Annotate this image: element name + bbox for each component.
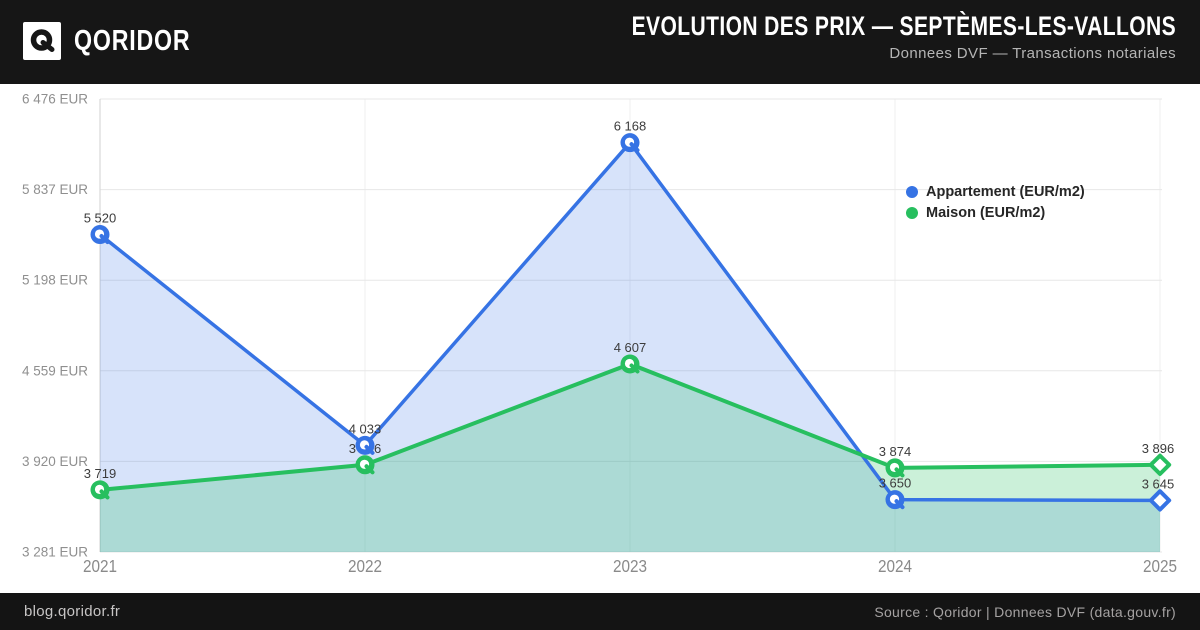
price-evolution-chart: 5 520 4 033 6 168 3 650 3 645 3 719 3 896 4 607… xyxy=(22,92,1177,577)
legend-label-maison: Maison (EUR/m2) xyxy=(926,204,1046,221)
x-axis-tick-label: 2021 xyxy=(83,556,117,576)
y-axis-tick-label: 3 281 EUR xyxy=(22,545,88,560)
data-point-marker xyxy=(90,480,110,500)
qoridor-logo-icon xyxy=(23,22,61,60)
data-point-marker xyxy=(1148,453,1172,476)
title-block: EVOLUTION DES PRIX — SEPTÈMES-LES-VALLON… xyxy=(478,11,1176,62)
data-point-label: 3 650 xyxy=(879,476,912,491)
data-point-label: 4 033 xyxy=(349,421,382,436)
data-point-marker xyxy=(620,133,640,153)
data-point-marker xyxy=(1148,489,1172,512)
y-axis-tick-label: 6 476 EUR xyxy=(22,92,88,107)
brand-name: QORIDOR xyxy=(74,24,191,57)
y-axis-tick-label: 5 837 EUR xyxy=(22,182,88,197)
data-point-label: 3 874 xyxy=(879,444,912,459)
data-point-label: 3 719 xyxy=(84,466,117,481)
footer: blog.qoridor.fr Source : Qoridor | Donne… xyxy=(0,593,1200,630)
y-axis-tick-label: 3 920 EUR xyxy=(22,454,88,469)
legend-label-appartement: Appartement (EUR/m2) xyxy=(926,183,1085,200)
page-subtitle: Donnees DVF — Transactions notariales xyxy=(889,45,1176,62)
q-glyph-icon xyxy=(30,29,55,52)
y-axis-tick-label: 4 559 EUR xyxy=(22,363,88,378)
data-point-label: 5 520 xyxy=(84,211,117,226)
chart-legend: Appartement (EUR/m2) Maison (EUR/m2) xyxy=(906,181,1085,223)
maison-dot-icon xyxy=(906,206,918,219)
x-axis-tick-label: 2022 xyxy=(348,556,382,576)
data-point-label: 6 168 xyxy=(614,119,647,134)
data-point-marker xyxy=(620,354,640,374)
data-point-marker xyxy=(885,458,905,478)
y-axis-tick-label: 5 198 EUR xyxy=(22,273,88,288)
legend-item-maison[interactable]: Maison (EUR/m2) xyxy=(906,202,1085,223)
x-axis-tick-label: 2024 xyxy=(878,556,912,576)
data-point-marker xyxy=(90,225,110,245)
x-axis-tick-label: 2025 xyxy=(1143,556,1177,576)
footer-source-text: Source : Qoridor | Donnees DVF (data.gou… xyxy=(874,603,1176,620)
header: QORIDOR EVOLUTION DES PRIX — SEPTÈMES-LE… xyxy=(0,0,1200,84)
data-point-marker xyxy=(355,455,375,475)
chart-area: 5 520 4 033 6 168 3 650 3 645 3 719 3 896 4 607… xyxy=(0,84,1200,593)
x-axis-tick-label: 2023 xyxy=(613,556,647,576)
page-title: EVOLUTION DES PRIX — SEPTÈMES-LES-VALLON… xyxy=(631,11,1176,41)
legend-item-appartement[interactable]: Appartement (EUR/m2) xyxy=(906,181,1085,202)
appartement-dot-icon xyxy=(906,185,918,198)
data-point-marker xyxy=(355,435,375,455)
data-point-label: 4 607 xyxy=(614,340,647,355)
brand: QORIDOR xyxy=(23,22,220,60)
data-point-label: 3 645 xyxy=(1142,476,1175,491)
data-point-marker xyxy=(885,490,905,510)
data-point-label: 3 896 xyxy=(1142,441,1175,456)
footer-site-url: blog.qoridor.fr xyxy=(24,603,121,620)
